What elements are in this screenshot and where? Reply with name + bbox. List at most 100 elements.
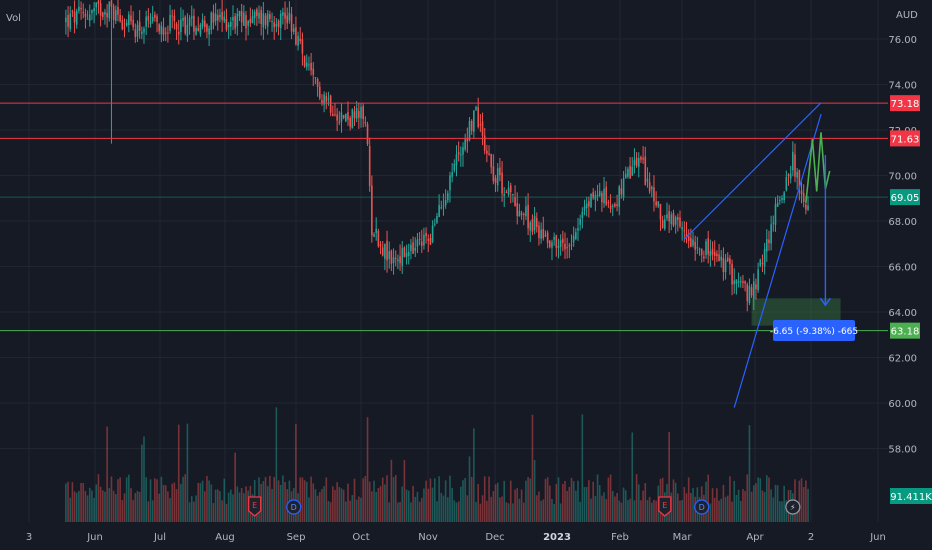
candle-body [542, 228, 545, 239]
volume-label: Vol [6, 13, 21, 24]
projection-path[interactable] [805, 132, 831, 203]
candle-body [115, 10, 117, 21]
level-price-badge[interactable] [890, 130, 920, 147]
candle-body [286, 15, 289, 24]
price-axis[interactable]: 76.0074.0072.0070.0068.0066.0064.0062.00… [888, 35, 932, 504]
volume-bar [182, 476, 184, 522]
candle-body [292, 28, 295, 32]
candle-body [737, 281, 740, 283]
event-markers[interactable]: E D E D ⚡ [248, 496, 801, 517]
candle-body [392, 257, 395, 264]
volume-bar [549, 485, 551, 522]
candle-body [462, 147, 464, 155]
candle-body [219, 14, 221, 18]
earnings-marker[interactable] [248, 496, 262, 517]
candle-body [655, 201, 657, 206]
candle-body [190, 16, 193, 19]
candle-body [247, 20, 249, 26]
candle-body [785, 176, 788, 191]
volume-bar [798, 480, 801, 522]
candle-body [195, 27, 197, 35]
dividend-marker[interactable] [694, 499, 710, 515]
time-axis[interactable]: 3 Jun Jul Aug Sep Oct Nov Dec 2023 Feb Mar Apr 2 Jun [26, 532, 886, 543]
candle-body [768, 239, 770, 243]
candle-body [290, 14, 293, 32]
volume-bar [184, 474, 187, 522]
candle-body [325, 96, 328, 102]
candle-body [243, 12, 245, 26]
horizontal-levels[interactable] [0, 102, 888, 332]
volume-bar [692, 488, 694, 522]
volume-bar [329, 502, 332, 522]
candle-body [473, 110, 475, 132]
volume-bar [149, 479, 152, 522]
candle-body [420, 241, 423, 246]
volume-bar [431, 487, 434, 522]
wedge-trendline[interactable] [733, 113, 822, 408]
volume-bar [442, 495, 445, 522]
volume-bar [527, 477, 529, 522]
volume-bar [479, 503, 482, 522]
price-tick-label: 70.00 [888, 172, 917, 183]
candle-body [585, 203, 588, 208]
volume-bar [154, 478, 156, 522]
measure-label-box[interactable] [773, 320, 855, 341]
volume-bar [735, 494, 738, 522]
volume-bar [776, 485, 779, 522]
volume-bar [624, 490, 627, 522]
volume-bar [190, 496, 193, 522]
split-marker[interactable] [785, 499, 801, 515]
volume-bar [69, 497, 72, 522]
candle-body [726, 257, 729, 261]
candle-body [273, 22, 276, 28]
candle-body [199, 24, 202, 35]
volume-value-badge[interactable] [890, 488, 932, 504]
level-price-badge[interactable] [890, 322, 920, 339]
price-tick-label: 74.00 [888, 81, 917, 92]
time-tick-label: Aug [215, 532, 235, 543]
candle-body [568, 245, 571, 247]
volume-bar [444, 480, 447, 522]
candle-body [759, 259, 762, 267]
candle-body [340, 112, 343, 122]
candle-body [151, 16, 154, 22]
candle-body [501, 172, 503, 194]
volume-bar [388, 502, 391, 522]
level-price-badge[interactable] [890, 95, 920, 112]
volume-bar [783, 485, 785, 522]
candle-body [401, 247, 404, 266]
drawings[interactable]: -6.65 (-9.38%) -665 [683, 102, 858, 408]
candle-body [349, 117, 351, 127]
wedge-trendline[interactable] [683, 102, 822, 240]
candle-body [431, 225, 434, 242]
volume-bar [546, 477, 549, 522]
candle-body [145, 16, 147, 27]
candle-body [687, 236, 690, 242]
volume-bar [158, 493, 160, 522]
volume-bar [180, 483, 182, 522]
time-tick-label: Apr [746, 532, 764, 543]
volume-bar [366, 417, 369, 522]
candle-body [108, 1, 111, 19]
volume-bar [648, 496, 651, 522]
last-price-badge[interactable] [890, 189, 920, 206]
volume-bar [629, 498, 631, 522]
candle-body [451, 172, 453, 177]
candle-body [316, 78, 319, 87]
dividend-marker[interactable] [286, 499, 302, 515]
candle-body [381, 247, 384, 256]
candle-body [314, 77, 317, 79]
candle-body [301, 39, 304, 54]
volume-bar [451, 487, 453, 522]
candle-body [347, 112, 349, 120]
volume-bar [460, 486, 462, 522]
volume-bar [210, 484, 213, 522]
earnings-marker[interactable] [658, 496, 672, 517]
volume-bar [216, 489, 219, 522]
candle-body [503, 193, 506, 196]
candle-body [371, 185, 373, 236]
volume-bar [468, 456, 471, 522]
volume-bar [800, 478, 803, 522]
candle-body [342, 115, 345, 118]
